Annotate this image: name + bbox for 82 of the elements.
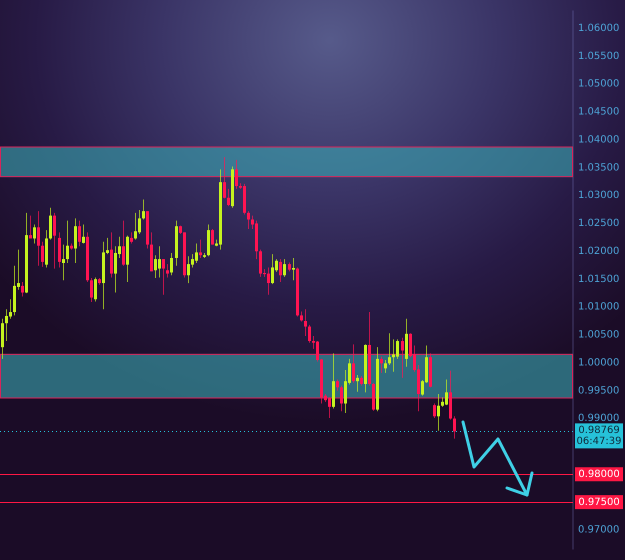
candlestick bbox=[122, 220, 125, 266]
candlestick bbox=[396, 338, 399, 360]
y-tick-label: 1.01000 bbox=[578, 302, 620, 313]
y-tick-label: 1.03500 bbox=[578, 162, 620, 174]
candlestick bbox=[41, 241, 44, 268]
candlestick bbox=[433, 402, 436, 418]
candlestick bbox=[94, 276, 97, 302]
candlestick bbox=[187, 256, 190, 284]
candlestick bbox=[401, 337, 404, 378]
candlestick bbox=[267, 266, 270, 296]
candlestick bbox=[292, 257, 295, 281]
candlestick bbox=[166, 264, 169, 278]
candlestick bbox=[74, 218, 77, 264]
candlestick bbox=[271, 254, 274, 285]
candlestick bbox=[90, 278, 93, 303]
candlestick bbox=[49, 207, 52, 240]
candlestick bbox=[211, 228, 214, 246]
y-tick-label: 0.99000 bbox=[578, 413, 620, 424]
candlestick bbox=[138, 210, 141, 235]
candlestick bbox=[5, 308, 8, 342]
candlestick bbox=[223, 156, 226, 199]
candlestick bbox=[235, 159, 238, 190]
y-tick-label: 1.00500 bbox=[578, 330, 620, 341]
candlestick bbox=[308, 324, 311, 344]
candlestick bbox=[154, 254, 157, 279]
y-tick-label: 1.04500 bbox=[578, 106, 620, 118]
candlestick bbox=[62, 244, 65, 281]
candlestick bbox=[162, 258, 165, 296]
candlestick bbox=[170, 252, 173, 276]
candlestick bbox=[142, 198, 145, 220]
y-tick-label: 1.03000 bbox=[578, 190, 620, 202]
candlestick bbox=[304, 308, 307, 337]
candlestick bbox=[114, 246, 117, 294]
y-tick-label: 1.02000 bbox=[578, 246, 620, 257]
candlestick bbox=[259, 249, 262, 278]
candlestick bbox=[388, 332, 391, 366]
candlestick bbox=[78, 220, 81, 247]
candlestick bbox=[445, 379, 448, 406]
candlestick bbox=[283, 258, 286, 278]
candlestick bbox=[300, 311, 303, 322]
candlestick bbox=[29, 215, 32, 239]
candlestick bbox=[21, 281, 24, 297]
candlestick bbox=[66, 220, 69, 264]
candlestick bbox=[328, 396, 331, 418]
candlestick bbox=[37, 210, 40, 266]
candlestick bbox=[110, 232, 113, 278]
candlestick bbox=[158, 246, 161, 278]
y-tick-label: 1.02500 bbox=[578, 218, 620, 230]
candlestick bbox=[352, 344, 355, 384]
y-tick-label: 1.06000 bbox=[578, 22, 620, 34]
ref-line-label: 0.98000 bbox=[578, 468, 620, 480]
y-tick-label: 0.97000 bbox=[578, 524, 620, 536]
candlestick bbox=[58, 232, 61, 268]
candlestick bbox=[9, 298, 12, 320]
candlestick bbox=[1, 318, 4, 360]
candlestick bbox=[437, 394, 440, 432]
candlestick bbox=[380, 356, 383, 374]
ref-line-label: 0.98769 06:47:39 bbox=[576, 425, 622, 448]
candlestick bbox=[360, 376, 363, 386]
candlestick bbox=[340, 385, 343, 412]
y-tick-label: 1.01500 bbox=[578, 274, 620, 285]
candlestick bbox=[130, 232, 133, 244]
candlestick bbox=[279, 258, 282, 282]
candlestick bbox=[199, 239, 202, 258]
y-tick-label: 1.04000 bbox=[578, 134, 620, 146]
candlestick bbox=[134, 212, 137, 240]
y-tick-label: 1.05500 bbox=[578, 50, 620, 62]
y-tick-label: 1.05000 bbox=[578, 78, 620, 90]
candlestick bbox=[195, 242, 198, 264]
ref-line-label: 0.97500 bbox=[578, 496, 620, 508]
candlestick bbox=[227, 188, 230, 207]
candlestick bbox=[336, 379, 339, 392]
y-tick-label: 1.00000 bbox=[578, 357, 620, 368]
candlestick bbox=[392, 338, 395, 372]
candlestick bbox=[247, 210, 250, 230]
candlestick bbox=[82, 224, 85, 244]
candlestick bbox=[33, 224, 36, 244]
candlestick bbox=[356, 374, 359, 392]
candlestick bbox=[453, 416, 456, 440]
candlestick bbox=[53, 212, 56, 270]
candlestick bbox=[384, 360, 387, 374]
y-tick-label: 0.99500 bbox=[578, 385, 620, 396]
